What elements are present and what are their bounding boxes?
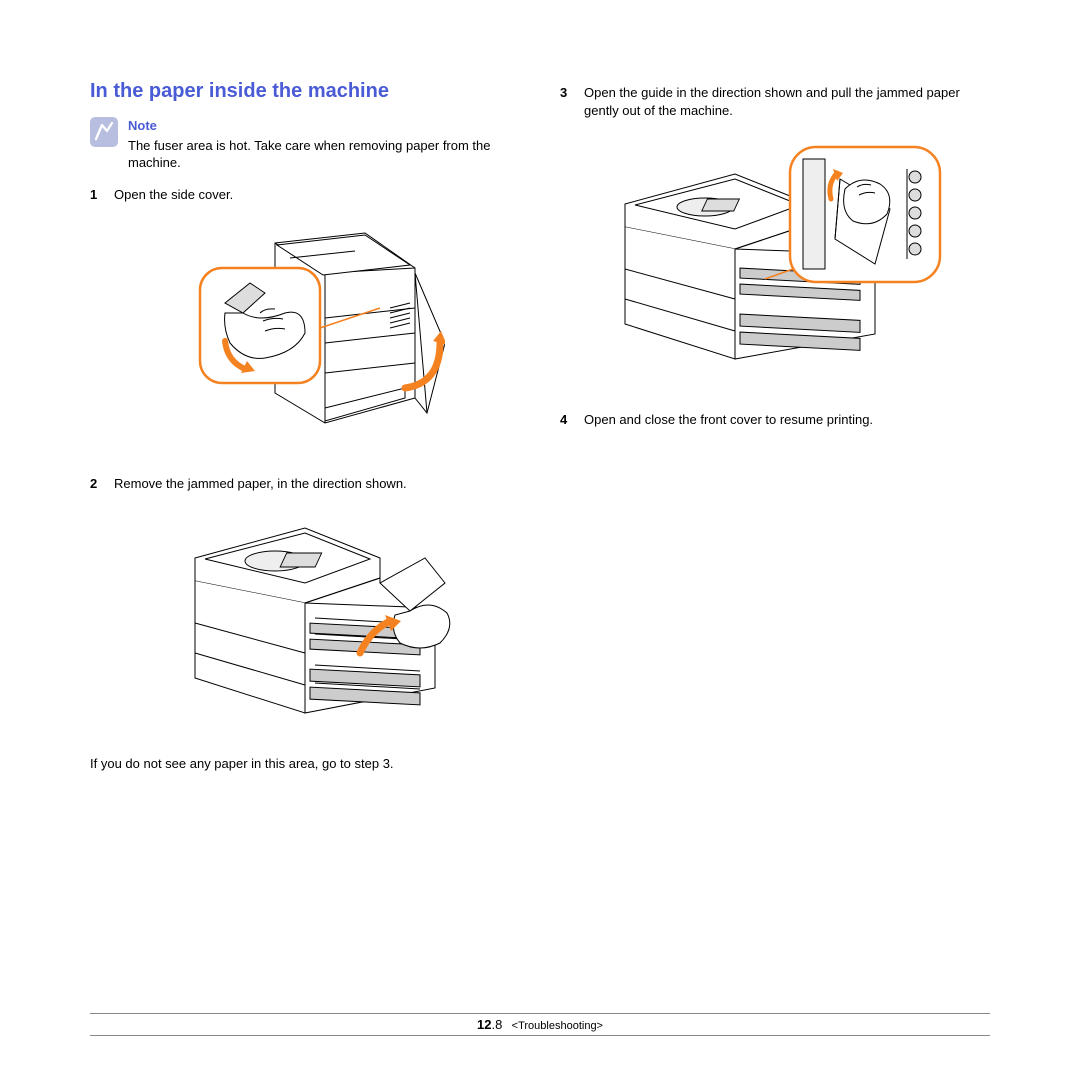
figure-step3 [560,129,990,389]
right-column: 3 Open the guide in the direction shown … [560,80,990,792]
step-4: 4 Open and close the front cover to resu… [560,411,990,429]
page-number-major: 12 [477,1017,491,1032]
step-2: 2 Remove the jammed paper, in the direct… [90,475,520,493]
note-text: Note The fuser area is hot. Take care wh… [128,117,520,172]
manual-page: In the paper inside the machine Note The… [0,0,1080,1080]
page-footer: 12.8 <Troubleshooting> [90,1013,990,1036]
note-block: Note The fuser area is hot. Take care wh… [90,117,520,172]
figure-step1 [90,213,520,453]
left-column: In the paper inside the machine Note The… [90,80,520,792]
step-3: 3 Open the guide in the direction shown … [560,84,990,119]
note-label: Note [128,117,520,135]
step-text: Remove the jammed paper, in the directio… [114,475,520,493]
step-text: Open and close the front cover to resume… [584,411,990,429]
step-number: 1 [90,186,102,204]
chapter-label: <Troubleshooting> [512,1020,603,1032]
step-text: Open the side cover. [114,186,520,204]
page-number-minor: .8 [491,1017,502,1032]
note-body: The fuser area is hot. Take care when re… [128,138,491,171]
step-text: Open the guide in the direction shown an… [584,84,990,119]
step-number: 2 [90,475,102,493]
section-heading: In the paper inside the machine [90,80,520,103]
substep-note: If you do not see any paper in this area… [90,755,520,773]
two-column-layout: In the paper inside the machine Note The… [90,80,990,792]
step-number: 3 [560,84,572,119]
note-icon [90,117,118,147]
step-number: 4 [560,411,572,429]
step-1: 1 Open the side cover. [90,186,520,204]
figure-step2 [90,503,520,733]
